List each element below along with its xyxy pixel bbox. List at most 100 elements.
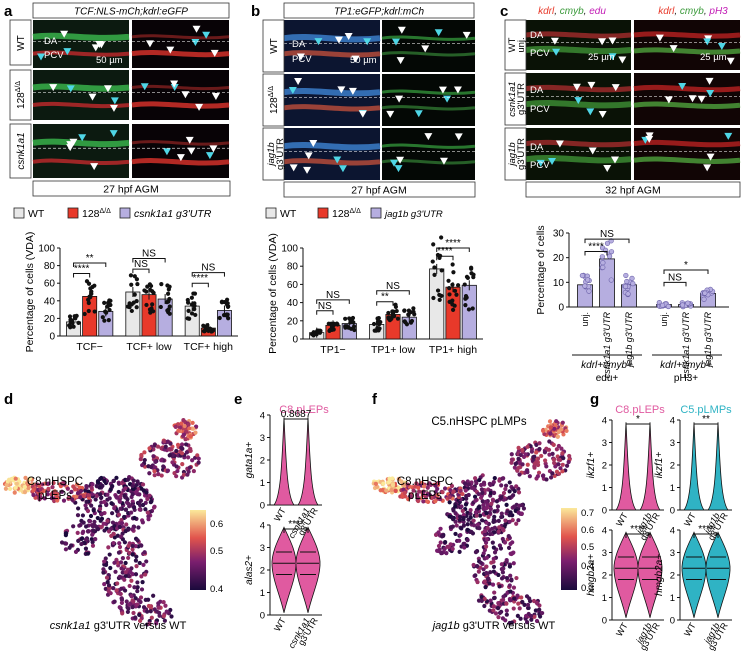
umap-point [514, 575, 519, 581]
umap-point [473, 510, 479, 515]
umap-point [168, 607, 173, 613]
arrowhead-marker [645, 135, 654, 143]
umap-point [453, 511, 458, 516]
arrowhead-marker [608, 37, 617, 45]
label-da: DA [44, 36, 58, 47]
violin [683, 422, 705, 511]
data-point [411, 306, 416, 311]
arrowhead-marker [110, 97, 119, 105]
data-point [193, 312, 198, 318]
micrograph-vessel [381, 159, 476, 165]
umap-point [499, 495, 504, 500]
umap-point [425, 485, 430, 490]
y-tick-label: 4 [602, 526, 607, 537]
umap-point [480, 499, 485, 504]
umap-point [504, 502, 509, 507]
umap-point [492, 509, 497, 514]
umap-point [450, 546, 455, 552]
y-tick-label: 0 [260, 501, 265, 512]
data-point [623, 272, 629, 279]
umap-point [142, 450, 147, 455]
umap-point [447, 514, 452, 519]
micrograph-tile [634, 73, 740, 125]
panel-a-caption: 27 hpf AGM [103, 184, 158, 196]
data-point [430, 259, 435, 264]
violin [295, 526, 321, 613]
umap-point [416, 495, 421, 501]
data-point [451, 270, 456, 275]
umap-point [525, 468, 530, 473]
umap-point [534, 442, 539, 447]
x-category-label: WT [272, 506, 288, 524]
umap-point [499, 511, 504, 516]
umap-point [99, 495, 104, 500]
umap-point [152, 504, 157, 509]
micrograph-vessel [32, 83, 130, 92]
data-point [386, 315, 391, 320]
umap-point [167, 446, 172, 452]
umap-point [532, 614, 537, 619]
umap-point [159, 473, 164, 478]
umap-point [98, 518, 103, 523]
umap-point [503, 486, 508, 492]
umap-point [537, 441, 542, 446]
umap-point [491, 545, 496, 550]
micrograph-tile [33, 70, 129, 120]
data-point [373, 328, 379, 333]
arrowhead-marker [678, 82, 687, 90]
micrograph-tile [132, 20, 229, 68]
umap-point [522, 602, 527, 607]
umap-point [118, 591, 123, 596]
umap-point [63, 547, 69, 552]
umap-point [493, 611, 499, 616]
umap-point [93, 497, 98, 502]
umap-point [552, 460, 557, 466]
umap-point [196, 456, 201, 461]
umap-point [152, 469, 157, 474]
y-tick-label: 4 [260, 411, 265, 422]
umap-point [491, 556, 496, 561]
significance-bracket [283, 528, 309, 533]
significance-bracket [316, 310, 334, 315]
micrograph-vessel [283, 158, 381, 166]
significance-label: ** [86, 253, 94, 264]
umap-point [14, 481, 19, 486]
x-category-label: WT [682, 511, 698, 529]
umap-point [126, 555, 131, 561]
data-point [404, 322, 410, 327]
umap-point [118, 494, 123, 499]
arrowhead-marker [548, 158, 557, 166]
umap-point [457, 549, 462, 554]
umap-point [473, 573, 478, 578]
data-point [351, 324, 357, 329]
arrowhead-marker [145, 40, 154, 48]
arrowhead-marker [185, 136, 194, 144]
micrograph-c-right [633, 73, 741, 125]
umap-point [122, 577, 127, 582]
umap-point [114, 495, 120, 500]
umap-point [483, 585, 488, 590]
umap-point [548, 425, 553, 430]
umap-point [447, 495, 452, 500]
umap-point [484, 564, 489, 569]
umap-point [443, 540, 448, 545]
umap-point [486, 576, 491, 581]
umap-point [188, 446, 193, 451]
umap-point [542, 431, 547, 437]
umap-point [23, 475, 28, 480]
umap-point [488, 570, 493, 575]
micrograph-vessel [381, 51, 476, 57]
y-axis-label: alas2+ [244, 555, 255, 585]
umap-point [176, 428, 181, 433]
umap-point [99, 475, 104, 481]
data-point [128, 273, 134, 278]
umap-point [109, 501, 114, 506]
data-point [189, 295, 194, 300]
svg-text:WT: WT [16, 35, 27, 51]
data-point [471, 275, 476, 280]
data-point [660, 302, 666, 308]
data-point [349, 326, 354, 331]
umap-point [85, 551, 91, 556]
umap-point [480, 518, 485, 523]
